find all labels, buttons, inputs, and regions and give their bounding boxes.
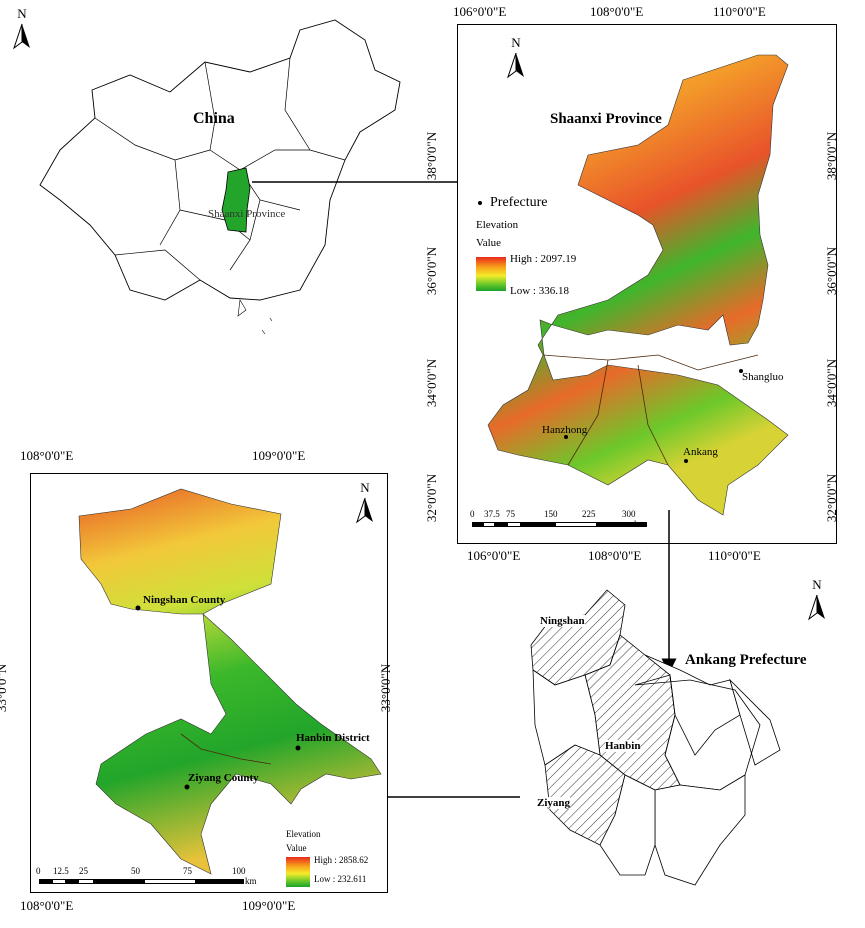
ankang-place-hanbin: Hanbin xyxy=(605,740,641,752)
ankang-title: Ankang Prefecture xyxy=(685,652,807,668)
scale-label-0: 0 xyxy=(470,509,475,519)
china-map: N China Shaanxi Province xyxy=(0,0,450,335)
scale-unit: km xyxy=(634,519,646,529)
study-legend-high: High : 2858.62 xyxy=(314,855,369,865)
shaanxi-left-tick-3: 34°0'0"N xyxy=(424,358,440,408)
china-title: China xyxy=(193,110,235,127)
scale-label-2: 75 xyxy=(506,509,515,519)
shaanxi-top-tick-1: 106°0'0"E xyxy=(453,4,507,19)
study-top-tick-1: 108°0'0"E xyxy=(20,448,74,463)
scale-label-4: 225 xyxy=(582,509,596,519)
north-arrow-icon: N xyxy=(353,480,377,526)
study-place-ziyang: Ziyang County xyxy=(188,772,259,784)
shaanxi-left-tick-4: 32°0'0"N xyxy=(424,473,440,523)
study-left-tick: 33°0'0"N xyxy=(0,663,10,713)
china-outline xyxy=(39,19,401,335)
ankang-place-ningshan: Ningshan xyxy=(540,615,585,627)
shaanxi-right-tick-1: 38°0'0"N xyxy=(824,131,840,181)
shaanxi-place-hanzhong: Hanzhong xyxy=(542,424,588,436)
shaanxi-bottom-tick-1: 106°0'0"E xyxy=(467,548,521,563)
scale-label-3: 150 xyxy=(544,509,558,519)
study-bottom-tick-2: 109°0'0"E xyxy=(242,898,296,913)
legend-low: Low : 336.18 xyxy=(510,285,569,297)
prefecture-dot-icon xyxy=(478,200,482,205)
legend-prefecture-point: Prefecture xyxy=(478,195,548,211)
scale-label-1: 37.5 xyxy=(484,509,500,519)
legend-subheading: Value xyxy=(476,237,502,249)
study-scale-label-4: 75 xyxy=(183,866,192,876)
study-map-frame: N Ningshan County Hanbin District Ziyang… xyxy=(30,473,388,893)
study-scale-label-1: 12.5 xyxy=(53,866,69,876)
ankang-map: N Ankang Prefecture Ningshan Hanbin Ziya… xyxy=(515,575,860,905)
scale-bar xyxy=(472,522,647,527)
shaanxi-place-shangluo: Shangluo xyxy=(742,371,784,383)
study-legend-heading: Elevation xyxy=(286,829,321,839)
shaanxi-right-tick-3: 34°0'0"N xyxy=(824,358,840,408)
shaanxi-left-tick-2: 36°0'0"N xyxy=(424,246,440,296)
study-scale-label-0: 0 xyxy=(36,866,41,876)
legend-high: High : 2097.19 xyxy=(510,253,577,265)
scale-label-5: 300 xyxy=(622,509,636,519)
north-arrow-icon: N xyxy=(805,577,829,623)
study-right-tick: 33°0'0"N xyxy=(378,663,394,713)
north-arrow-icon: N xyxy=(10,6,34,52)
shaanxi-title: Shaanxi Province xyxy=(550,111,662,127)
north-arrow-icon: N xyxy=(504,35,528,81)
shaanxi-top-tick-3: 110°0'0"E xyxy=(713,4,766,19)
study-scale-label-3: 50 xyxy=(131,866,140,876)
legend-prefecture-label: Prefecture xyxy=(490,195,548,210)
shaanxi-left-tick-1: 38°0'0"N xyxy=(424,131,440,181)
study-place-hanbin: Hanbin District xyxy=(296,732,370,744)
study-scale-label-2: 25 xyxy=(79,866,88,876)
study-legend-low: Low : 232.611 xyxy=(314,874,367,884)
shaanxi-top-tick-2: 108°0'0"E xyxy=(590,4,644,19)
shaanxi-map-frame: N Shaanxi Province Shangluo Hanzhong Ank… xyxy=(457,24,837,544)
shaanxi-right-tick-4: 32°0'0"N xyxy=(824,473,840,523)
shaanxi-bottom-tick-2: 108°0'0"E xyxy=(588,548,642,563)
study-legend-color-ramp xyxy=(286,857,310,887)
study-elevation-map xyxy=(78,488,382,875)
ankang-place-ziyang: Ziyang xyxy=(537,797,571,809)
study-scale-label-5: 100 xyxy=(232,866,246,876)
study-top-tick-2: 109°0'0"E xyxy=(252,448,306,463)
shaanxi-highlight-label: Shaanxi Province xyxy=(208,208,286,220)
shaanxi-bottom-tick-3: 110°0'0"E xyxy=(708,548,761,563)
study-bottom-tick-1: 108°0'0"E xyxy=(20,898,74,913)
study-place-ningshan: Ningshan County xyxy=(143,594,226,606)
study-legend-subheading: Value xyxy=(286,843,307,853)
legend-color-ramp xyxy=(476,257,506,291)
shaanxi-elevation-map xyxy=(487,54,789,516)
shaanxi-place-ankang: Ankang xyxy=(683,446,718,458)
shaanxi-right-tick-2: 36°0'0"N xyxy=(824,246,840,296)
study-scale-unit: km xyxy=(245,876,257,886)
legend-heading: Elevation xyxy=(476,219,519,231)
study-scale-bar xyxy=(39,879,244,884)
